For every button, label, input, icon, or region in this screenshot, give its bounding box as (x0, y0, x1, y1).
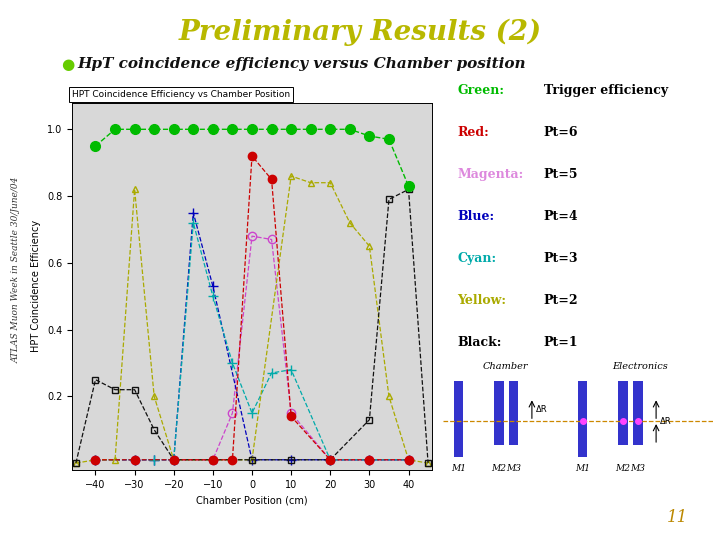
Text: HpT coincidence efficiency versus Chamber position: HpT coincidence efficiency versus Chambe… (78, 57, 526, 71)
Text: Pt=4: Pt=4 (544, 210, 578, 223)
Text: Magenta:: Magenta: (457, 168, 523, 181)
Bar (577, 381, 588, 457)
Text: Blue:: Blue: (457, 210, 495, 223)
Text: 11: 11 (666, 510, 688, 526)
Text: HPT Coincidence Efficiency vs Chamber Position: HPT Coincidence Efficiency vs Chamber Po… (72, 90, 290, 99)
Text: Yellow:: Yellow: (457, 294, 506, 307)
Text: Cyan:: Cyan: (457, 252, 496, 265)
Text: Green:: Green: (457, 84, 504, 97)
Text: M1: M1 (451, 464, 466, 473)
Text: ATLAS Muon Week in Seattle 30/June/04: ATLAS Muon Week in Seattle 30/June/04 (12, 177, 20, 363)
Text: M3: M3 (506, 464, 521, 473)
Text: M1: M1 (575, 464, 590, 473)
Text: M2: M2 (492, 464, 506, 473)
Text: M2: M2 (616, 464, 631, 473)
Text: Pt=3: Pt=3 (544, 252, 578, 265)
Text: Pt=6: Pt=6 (544, 126, 578, 139)
Text: Chamber: Chamber (482, 362, 528, 371)
Text: Pt=5: Pt=5 (544, 168, 578, 181)
Bar (509, 381, 518, 445)
Text: Preliminary Results (2): Preliminary Results (2) (179, 19, 541, 46)
Text: Trigger efficiency: Trigger efficiency (544, 84, 667, 97)
Text: Pt=2: Pt=2 (544, 294, 578, 307)
Text: Red:: Red: (457, 126, 489, 139)
Text: Pt=1: Pt=1 (544, 336, 578, 349)
Bar (633, 381, 642, 445)
Text: Black:: Black: (457, 336, 502, 349)
Text: Electronics: Electronics (612, 362, 667, 371)
Bar (454, 381, 463, 457)
Text: ΔR: ΔR (536, 405, 548, 414)
Text: ●: ● (61, 57, 74, 72)
X-axis label: Chamber Position (cm): Chamber Position (cm) (196, 495, 308, 505)
Text: ΔR: ΔR (660, 417, 672, 426)
Bar (494, 381, 503, 445)
Bar (618, 381, 628, 445)
Text: M3: M3 (631, 464, 645, 473)
Y-axis label: HPT Coincidence Efficiency: HPT Coincidence Efficiency (32, 220, 41, 352)
